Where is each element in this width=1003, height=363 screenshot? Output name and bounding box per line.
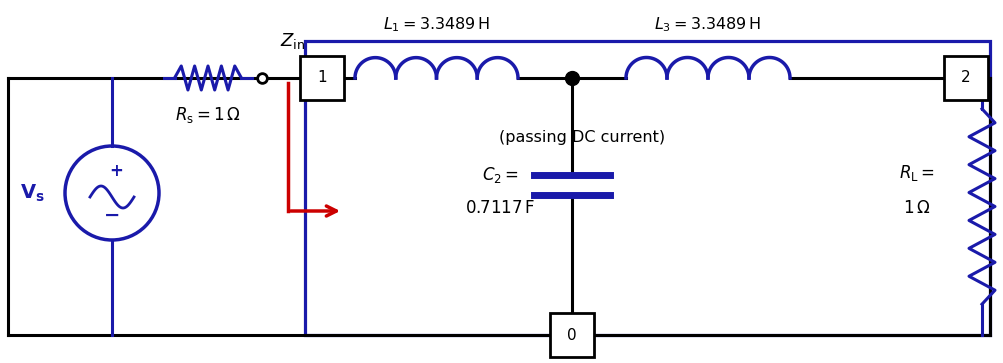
Bar [305,41,989,335]
Text: 0: 0 [567,327,577,343]
Text: $R_\mathrm{s} = 1\,\Omega$: $R_\mathrm{s} = 1\,\Omega$ [175,105,241,125]
Text: 2: 2 [960,70,970,86]
Text: (passing DC current): (passing DC current) [498,131,665,146]
Text: −: − [103,205,120,224]
Text: $L_1 = 3.3489\,\mathrm{H}$: $L_1 = 3.3489\,\mathrm{H}$ [382,16,489,34]
Text: $\mathbf{V}_\mathbf{s}$: $\mathbf{V}_\mathbf{s}$ [20,182,44,204]
Bar [943,56,987,100]
Text: 1: 1 [317,70,327,86]
Text: $C_2=$: $C_2=$ [481,165,518,185]
Text: $Z_\mathrm{in}$: $Z_\mathrm{in}$ [280,31,305,51]
Text: +: + [109,162,122,180]
Text: $R_\mathrm{L} =$: $R_\mathrm{L} =$ [898,163,934,183]
Text: $0.7117\,\mathrm{F}$: $0.7117\,\mathrm{F}$ [464,199,535,217]
Bar [300,56,344,100]
Text: $1\,\Omega$: $1\,\Omega$ [903,199,930,217]
Bar [550,313,594,357]
Text: $L_3 = 3.3489\,\mathrm{H}$: $L_3 = 3.3489\,\mathrm{H}$ [654,16,761,34]
